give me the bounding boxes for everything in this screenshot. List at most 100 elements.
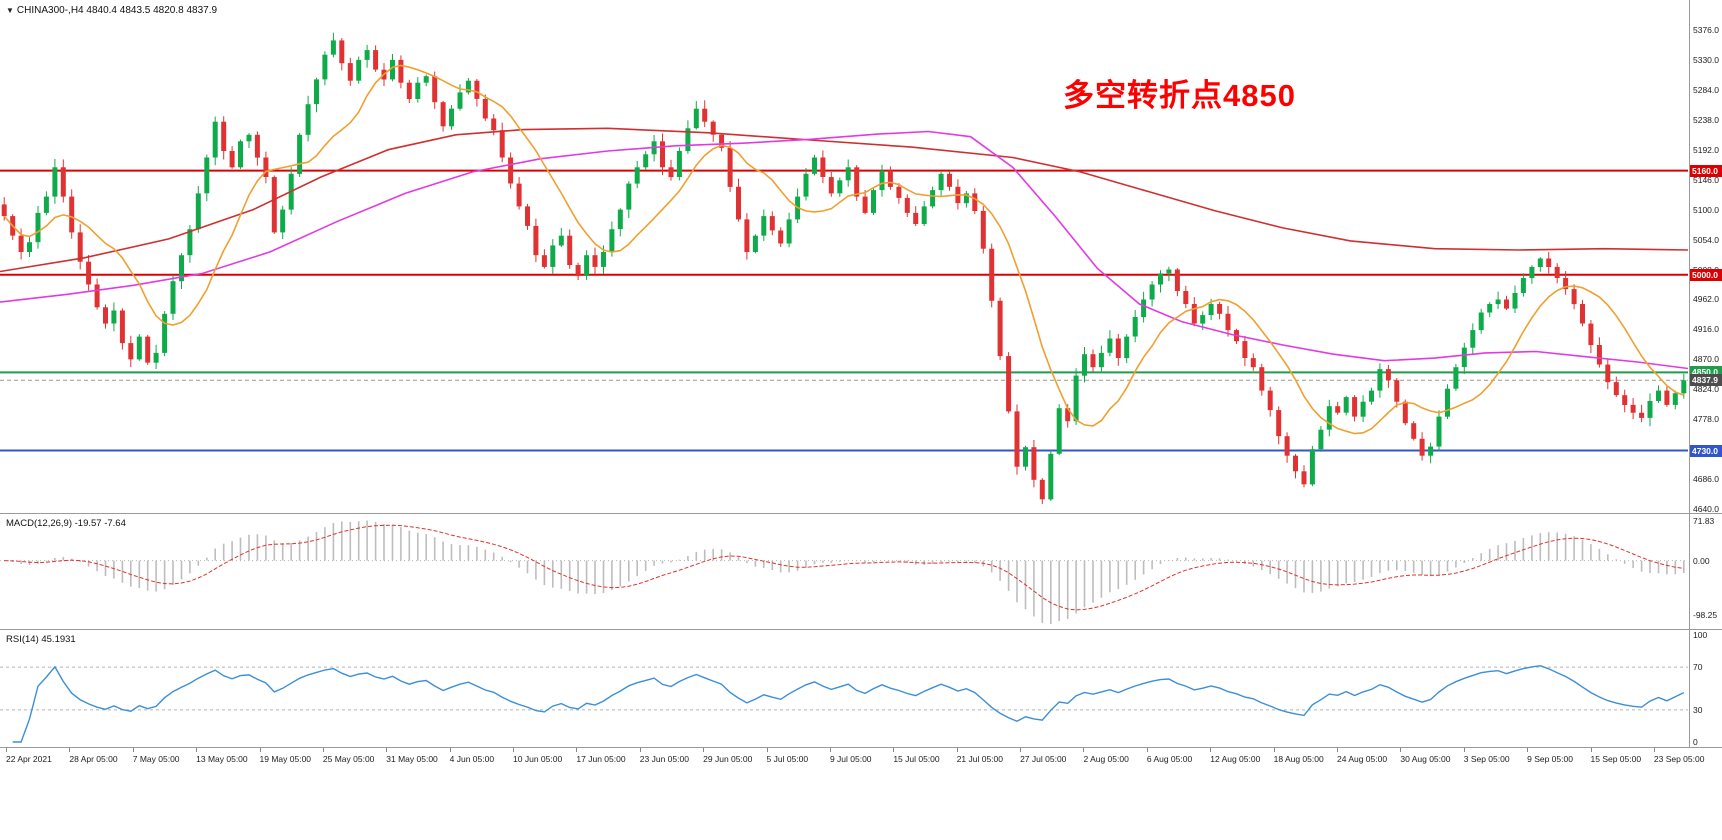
candlestick-chart[interactable] <box>0 0 1688 513</box>
symbol-dropdown-icon[interactable]: ▼ <box>6 6 14 15</box>
rsi-tick-label: 70 <box>1693 662 1703 673</box>
time-tick-label: 25 May 05:00 <box>322 754 375 764</box>
price-tick-label: 5284.0 <box>1693 84 1719 95</box>
chart-title: ▼ CHINA300-,H4 4840.4 4843.5 4820.8 4837.… <box>6 5 217 16</box>
rsi-tick-label: 0 <box>1693 737 1698 747</box>
macd-chart[interactable] <box>0 514 1688 629</box>
ma-slow-line <box>0 127 1688 273</box>
price-tick-label: 5054.0 <box>1693 234 1719 245</box>
time-tick-mark <box>69 748 71 752</box>
time-tick-label: 23 Jun 05:00 <box>639 754 689 764</box>
time-tick-label: 6 Aug 05:00 <box>1146 754 1193 764</box>
time-tick-label: 15 Sep 05:00 <box>1590 754 1642 764</box>
price-tick-label: 5192.0 <box>1693 144 1719 155</box>
time-tick-mark <box>1273 748 1275 752</box>
time-tick-mark <box>1590 748 1592 752</box>
time-tick-label: 15 Jul 05:00 <box>893 754 940 764</box>
time-tick-label: 21 Jul 05:00 <box>956 754 1004 764</box>
time-tick-mark <box>6 748 7 752</box>
time-tick-label: 2 Aug 05:00 <box>1083 754 1129 764</box>
time-tick-mark <box>1020 748 1022 752</box>
price-axis[interactable]: 5376.0 5330.0 5284.0 5238.0 5192.0 5146.0 5100… <box>1689 0 1722 515</box>
rsi-line <box>12 664 1685 743</box>
price-tick-label: 5146.0 <box>1693 174 1719 185</box>
time-tick-mark <box>1463 748 1465 752</box>
macd-tick-label: 71.83 <box>1693 515 1715 526</box>
time-tick-label: 22 Apr 2021 <box>6 754 52 764</box>
time-tick-mark <box>1083 748 1085 752</box>
price-chart-panel[interactable]: ▼ CHINA300-,H4 4840.4 4843.5 4820.8 4837.… <box>0 0 1722 515</box>
macd-tick-label: 0.00 <box>1693 555 1710 566</box>
time-tick-label: 13 May 05:00 <box>196 754 248 764</box>
panel-separator <box>0 513 1722 514</box>
rsi-tick-label: 100 <box>1693 630 1708 640</box>
time-tick-label: 24 Aug 05:00 <box>1336 754 1388 764</box>
level-price-tag: 4730.0 <box>1690 444 1722 457</box>
macd-axis: 71.83 0.00 -98.25 <box>1689 514 1722 629</box>
time-tick-mark <box>322 748 324 752</box>
time-tick-label: 17 Jun 05:00 <box>576 754 626 764</box>
time-tick-mark <box>766 748 768 752</box>
time-tick-label: 31 May 05:00 <box>386 754 438 764</box>
time-tick-label: 5 Jul 05:00 <box>766 754 809 764</box>
candles <box>1 32 1687 505</box>
level-price-tag: 5000.0 <box>1690 268 1722 281</box>
price-tick-label: 4640.0 <box>1693 504 1719 515</box>
time-tick-label: 7 May 05:00 <box>132 754 180 764</box>
time-tick-label: 28 Apr 05:00 <box>69 754 118 764</box>
time-tick-mark <box>956 748 958 752</box>
time-tick-label: 9 Jul 05:00 <box>829 754 872 764</box>
time-tick-mark <box>132 748 134 752</box>
rsi-label: RSI(14) 45.1931 <box>6 634 76 645</box>
time-tick-mark <box>449 748 451 752</box>
price-tick-label: 4962.0 <box>1693 294 1719 305</box>
time-tick-mark <box>1146 748 1148 752</box>
macd-label: MACD(12,26,9) -19.57 -7.64 <box>6 518 126 529</box>
time-tick-label: 12 Aug 05:00 <box>1210 754 1261 764</box>
rsi-tick-label: 30 <box>1693 704 1703 715</box>
symbol-ohlc-title: CHINA300-,H4 4840.4 4843.5 4820.8 4837.9 <box>16 5 218 16</box>
time-tick-label: 10 Jun 05:00 <box>513 754 563 764</box>
macd-histogram <box>11 520 1685 624</box>
time-tick-mark <box>1653 748 1655 752</box>
rsi-chart[interactable] <box>0 630 1688 747</box>
price-tick-label: 4870.0 <box>1693 354 1719 365</box>
time-tick-label: 30 Aug 05:00 <box>1400 754 1451 764</box>
time-tick-mark <box>829 748 831 752</box>
time-axis[interactable]: 22 Apr 2021 28 Apr 05:00 7 May 05:00 13 May… <box>0 747 1722 772</box>
current-price-tag: 4837.9 <box>1690 374 1722 387</box>
macd-tick-label: -98.25 <box>1693 610 1718 621</box>
price-tick-label: 5376.0 <box>1693 24 1719 35</box>
annotation-text: 多空转折点4850 <box>1063 78 1296 113</box>
ma-mid-line <box>0 130 1688 370</box>
price-tick-label: 4686.0 <box>1693 474 1719 485</box>
time-tick-label: 9 Sep 05:00 <box>1527 754 1573 764</box>
time-tick-label: 4 Jun 05:00 <box>449 754 495 764</box>
price-tick-label: 5100.0 <box>1693 204 1719 215</box>
time-tick-label: 18 Aug 05:00 <box>1273 754 1324 764</box>
time-tick-label: 29 Jun 05:00 <box>703 754 753 764</box>
time-tick-mark <box>1336 748 1338 752</box>
horizontal-level-lines <box>0 169 1688 452</box>
footer-blank-area <box>0 772 1722 840</box>
macd-panel[interactable]: MACD(12,26,9) -19.57 -7.64 71.83 0.00 -98.… <box>0 514 1722 629</box>
panel-separator <box>0 629 1722 630</box>
macd-signal-line <box>4 524 1684 611</box>
time-tick-label: 3 Sep 05:00 <box>1463 754 1510 764</box>
rsi-panel[interactable]: RSI(14) 45.1931 100 70 30 0 <box>0 630 1722 747</box>
level-price-tag: 5160.0 <box>1690 164 1722 177</box>
time-tick-mark <box>259 748 261 752</box>
time-tick-mark <box>1527 748 1529 752</box>
time-tick-mark <box>576 748 578 752</box>
time-tick-label: 23 Sep 05:00 <box>1653 754 1705 764</box>
price-tick-label: 5330.0 <box>1693 54 1719 65</box>
rsi-axis: 100 70 30 0 <box>1689 630 1722 747</box>
time-tick-label: 19 May 05:00 <box>259 754 312 764</box>
ma-fast-line <box>3 64 1685 435</box>
time-tick-mark <box>1400 748 1402 752</box>
price-tick-label: 4778.0 <box>1693 414 1719 425</box>
price-tick-label: 4824.0 <box>1693 384 1719 395</box>
time-tick-mark <box>703 748 705 752</box>
time-tick-mark <box>1210 748 1212 752</box>
